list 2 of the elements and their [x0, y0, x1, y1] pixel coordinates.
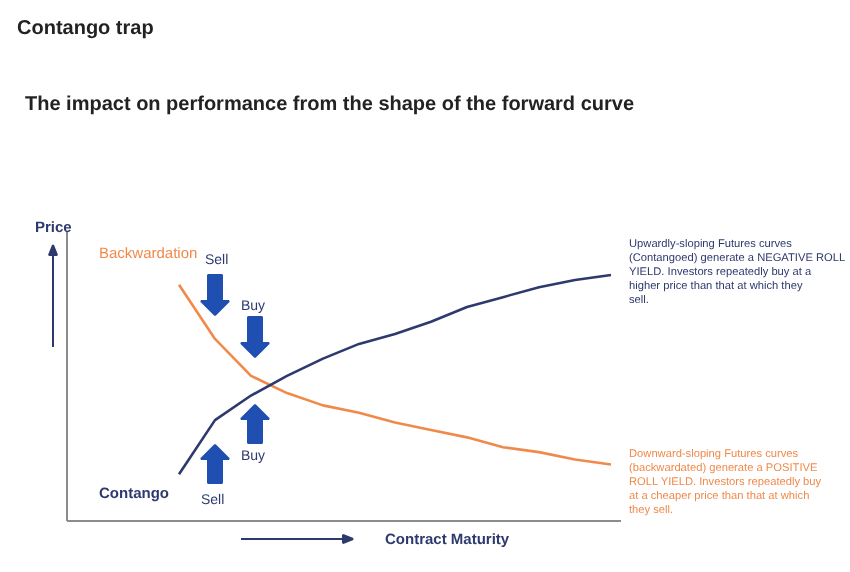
chart-title: Contango trap [17, 18, 154, 40]
chart-subtitle: The impact on performance from the shape of the forward curve [25, 94, 635, 116]
